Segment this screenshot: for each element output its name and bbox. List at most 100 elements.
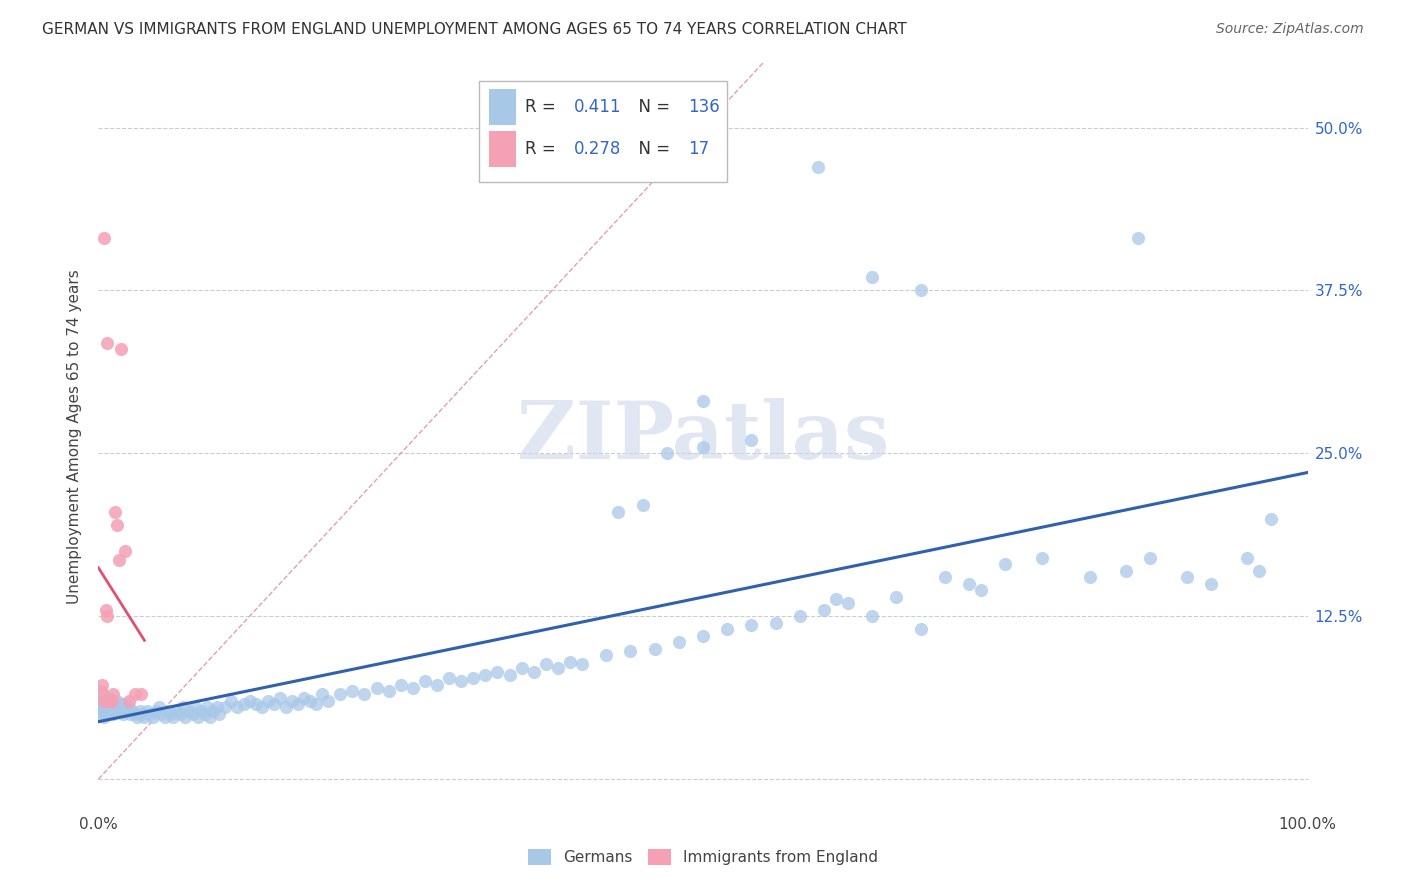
Point	[910, 284, 932, 298]
Point	[1139, 550, 1161, 565]
Point	[1115, 564, 1137, 578]
Point	[129, 688, 152, 702]
Point	[402, 681, 425, 695]
Point	[105, 700, 128, 714]
Point	[274, 700, 297, 714]
Point	[463, 671, 485, 685]
FancyBboxPatch shape	[479, 81, 727, 182]
Point	[103, 697, 125, 711]
Point	[692, 629, 714, 643]
Point	[1128, 231, 1150, 245]
Point	[148, 700, 170, 714]
Point	[93, 231, 115, 245]
Point	[692, 394, 714, 409]
Point	[162, 709, 184, 723]
Point	[245, 697, 267, 711]
Point	[994, 557, 1017, 571]
Point	[825, 592, 848, 607]
Point	[121, 705, 143, 719]
Text: N =: N =	[628, 140, 675, 158]
Point	[631, 499, 654, 513]
Text: R =: R =	[526, 140, 561, 158]
Text: 136: 136	[689, 98, 720, 116]
Point	[93, 694, 115, 708]
Point	[765, 615, 787, 630]
Point	[104, 705, 127, 719]
Point	[131, 706, 153, 721]
Point	[114, 697, 136, 711]
Point	[353, 688, 375, 702]
Point	[124, 706, 146, 721]
Point	[1249, 564, 1271, 578]
Point	[96, 335, 118, 350]
Point	[115, 705, 138, 719]
Point	[94, 603, 117, 617]
Point	[179, 705, 201, 719]
Point	[194, 706, 217, 721]
Point	[202, 705, 225, 719]
Point	[110, 697, 132, 711]
Point	[1031, 550, 1053, 565]
Point	[98, 694, 121, 708]
Point	[91, 678, 114, 692]
Point	[716, 622, 738, 636]
Point	[1078, 570, 1101, 584]
Point	[101, 706, 124, 721]
Legend: Germans, Immigrants from England: Germans, Immigrants from England	[522, 843, 884, 871]
Point	[292, 691, 315, 706]
Point	[377, 683, 399, 698]
Point	[124, 688, 146, 702]
Point	[910, 622, 932, 636]
Point	[607, 505, 630, 519]
Point	[93, 700, 115, 714]
Point	[250, 700, 273, 714]
Point	[100, 700, 122, 714]
Point	[118, 694, 141, 708]
Point	[644, 641, 666, 656]
Point	[619, 644, 641, 658]
Point	[91, 706, 114, 721]
Point	[107, 697, 129, 711]
Point	[1175, 570, 1198, 584]
Point	[205, 700, 228, 714]
Bar	[489, 89, 516, 126]
Point	[655, 446, 678, 460]
Point	[138, 706, 160, 721]
Point	[287, 697, 309, 711]
Point	[181, 706, 204, 721]
Point	[316, 694, 339, 708]
Text: 0.411: 0.411	[574, 98, 621, 116]
Point	[534, 657, 557, 672]
Point	[498, 668, 520, 682]
Point	[114, 544, 136, 558]
Point	[311, 688, 333, 702]
Point	[195, 700, 218, 714]
Point	[510, 661, 533, 675]
Text: 17: 17	[689, 140, 710, 158]
Point	[426, 678, 449, 692]
Point	[329, 688, 352, 702]
Point	[100, 700, 122, 714]
Point	[226, 700, 249, 714]
Text: GERMAN VS IMMIGRANTS FROM ENGLAND UNEMPLOYMENT AMONG AGES 65 TO 74 YEARS CORRELA: GERMAN VS IMMIGRANTS FROM ENGLAND UNEMPL…	[42, 22, 907, 37]
Point	[595, 648, 617, 663]
Point	[90, 700, 112, 714]
Point	[103, 700, 125, 714]
Text: Source: ZipAtlas.com: Source: ZipAtlas.com	[1216, 22, 1364, 37]
Point	[108, 700, 131, 714]
Point	[94, 691, 117, 706]
Point	[299, 694, 322, 708]
Point	[157, 705, 180, 719]
Point	[111, 706, 134, 721]
Point	[547, 661, 569, 675]
Point	[860, 609, 883, 624]
Point	[110, 342, 132, 356]
Point	[97, 694, 120, 708]
Point	[104, 505, 127, 519]
Point	[101, 694, 124, 708]
Point	[91, 705, 114, 719]
Point	[187, 709, 209, 723]
Point	[135, 705, 157, 719]
Point	[1260, 511, 1282, 525]
Y-axis label: Unemployment Among Ages 65 to 74 years: Unemployment Among Ages 65 to 74 years	[67, 269, 83, 605]
